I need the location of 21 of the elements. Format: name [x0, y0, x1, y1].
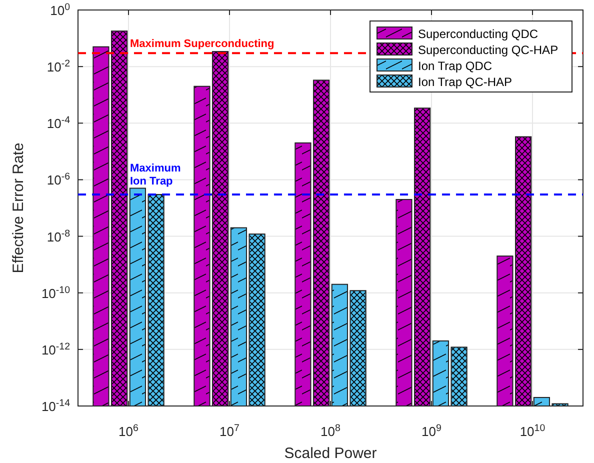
- y-tick-label: 10$^{0}$: [50, 2, 71, 18]
- y-axis-title: Effective Error Rate: [10, 142, 27, 274]
- y-tick-label: 10$^{-4}$: [46, 114, 71, 132]
- y-tick-label: 10$^{-12}$: [41, 340, 70, 358]
- legend-label: Superconducting QDC: [418, 27, 538, 41]
- y-tick-label: 10$^{-6}$: [46, 171, 70, 188]
- y-tick-label: 10$^{-2}$: [46, 58, 70, 75]
- x-tick-label: 10$^{6}$: [118, 422, 138, 439]
- x-axis-title: Scaled Power: [284, 445, 377, 462]
- x-tick-label: 10$^{9}$: [422, 422, 442, 439]
- x-tick-label: 10$^{8}$: [320, 422, 340, 439]
- x-tick-label: 10$^{10}$: [520, 422, 546, 439]
- y-tick-label: 10$^{-8}$: [46, 228, 70, 244]
- y-tick-label: 10$^{-14}$: [41, 398, 71, 414]
- x-tick-label: 10$^{7}$: [220, 422, 240, 439]
- ref-line-label: Maximum Superconducting: [130, 38, 274, 50]
- legend-label: Superconducting QC-HAP: [418, 43, 558, 57]
- legend-label: Ion Trap QDC: [418, 59, 492, 73]
- y-tick-label: 10$^{-10}$: [41, 284, 71, 301]
- legend-label: Ion Trap QC-HAP: [418, 75, 512, 89]
- ref-line-label: Maximum Ion Trap: [130, 162, 181, 188]
